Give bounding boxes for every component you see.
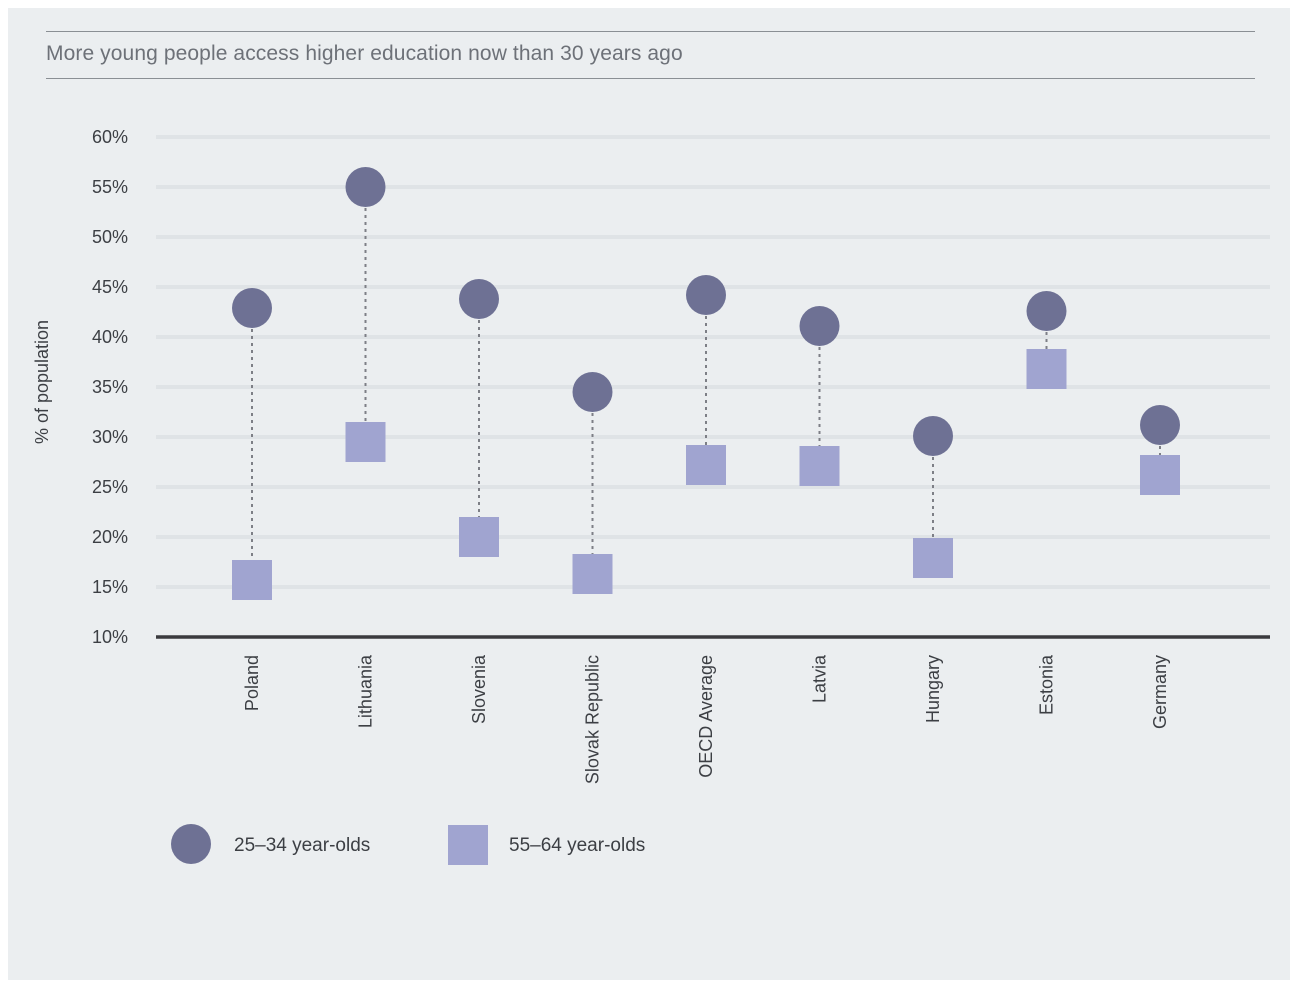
square-point [686, 445, 726, 485]
circle-point [232, 288, 272, 328]
circle-point [1026, 291, 1067, 331]
y-tick-label: 10% [92, 627, 128, 647]
y-tick-label: 55% [92, 177, 128, 197]
y-tick-label: 40% [92, 327, 128, 347]
square-point [232, 560, 272, 600]
y-tick-label: 60% [92, 127, 128, 147]
x-category-label: Poland [242, 655, 262, 711]
y-tick-label: 15% [92, 577, 128, 597]
y-tick-label: 50% [92, 227, 128, 247]
x-category-label: Slovenia [469, 654, 489, 724]
x-category-label: OECD Average [696, 655, 716, 778]
square-point [345, 422, 386, 462]
square-point [1140, 455, 1180, 495]
square-point [1026, 349, 1067, 389]
legend-label: 25–34 year-olds [234, 835, 370, 856]
y-tick-label: 35% [92, 377, 128, 397]
x-category-label: Lithuania [356, 654, 376, 728]
chart-panel [8, 8, 1290, 980]
circle-point [345, 167, 386, 207]
x-category-label: Slovak Republic [583, 655, 603, 784]
circle-point [913, 416, 953, 456]
y-tick-label: 25% [92, 477, 128, 497]
circle-point [572, 372, 613, 412]
x-category-label: Germany [1150, 655, 1170, 729]
square-point [799, 446, 840, 486]
square-point [459, 517, 499, 557]
y-tick-label: 30% [92, 427, 128, 447]
chart-title: More young people access higher educatio… [46, 42, 683, 65]
legend-square-marker [448, 825, 488, 865]
square-point [913, 538, 953, 578]
circle-point [686, 275, 726, 315]
x-category-label: Estonia [1037, 654, 1057, 715]
square-point [572, 554, 613, 594]
circle-point [799, 306, 840, 346]
x-category-label: Hungary [923, 655, 943, 723]
y-tick-label: 20% [92, 527, 128, 547]
title-rule-bottom [46, 78, 1255, 79]
circle-point [459, 279, 499, 319]
circle-point [1140, 405, 1180, 445]
y-axis-title: % of population [32, 320, 52, 444]
x-category-label: Latvia [810, 654, 830, 703]
title-rule-top [46, 31, 1255, 32]
y-tick-label: 45% [92, 277, 128, 297]
legend-label: 55–64 year-olds [509, 835, 645, 856]
legend-circle-marker [171, 824, 211, 864]
